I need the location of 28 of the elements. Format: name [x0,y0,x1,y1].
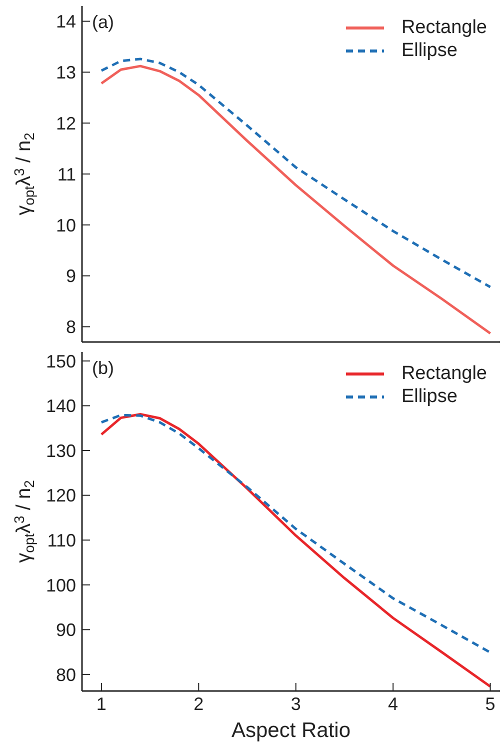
annotation: (a) [92,12,114,33]
x-tick-label: 2 [194,694,204,714]
x-axis-title: Aspect Ratio [230,719,352,743]
y-tick-label: 14 [56,12,76,32]
y-tick-label: 150 [46,351,76,372]
y-tick-label: 13 [56,62,76,83]
y-tick-label: 120 [46,486,76,506]
y-tick-label: 130 [46,440,76,461]
x-tick-label: 1 [96,694,106,714]
line-series [100,64,492,335]
y-tick-label: 9 [66,266,76,286]
y-tick-label: 12 [56,113,76,134]
y-tick-label: 8 [66,317,76,338]
legend-label: Ellipse [401,386,458,408]
x-tick-label: 4 [388,694,398,714]
y-tick-label: 90 [56,620,76,640]
annotation: (b) [92,358,114,379]
y-tick-label: 140 [46,396,76,416]
y-tick-label: 80 [56,664,76,685]
y-tick-label: 100 [46,575,76,596]
legend-label: Rectangle [401,362,487,384]
legend-label: Ellipse [401,40,458,62]
legend-label: Rectangle [401,16,487,38]
y-tick-label: 11 [57,164,76,184]
x-tick-label: 3 [290,694,301,714]
x-tick-label: 5 [485,694,496,714]
y-tick-label: 110 [47,530,76,550]
y-tick-label: 10 [56,215,76,236]
